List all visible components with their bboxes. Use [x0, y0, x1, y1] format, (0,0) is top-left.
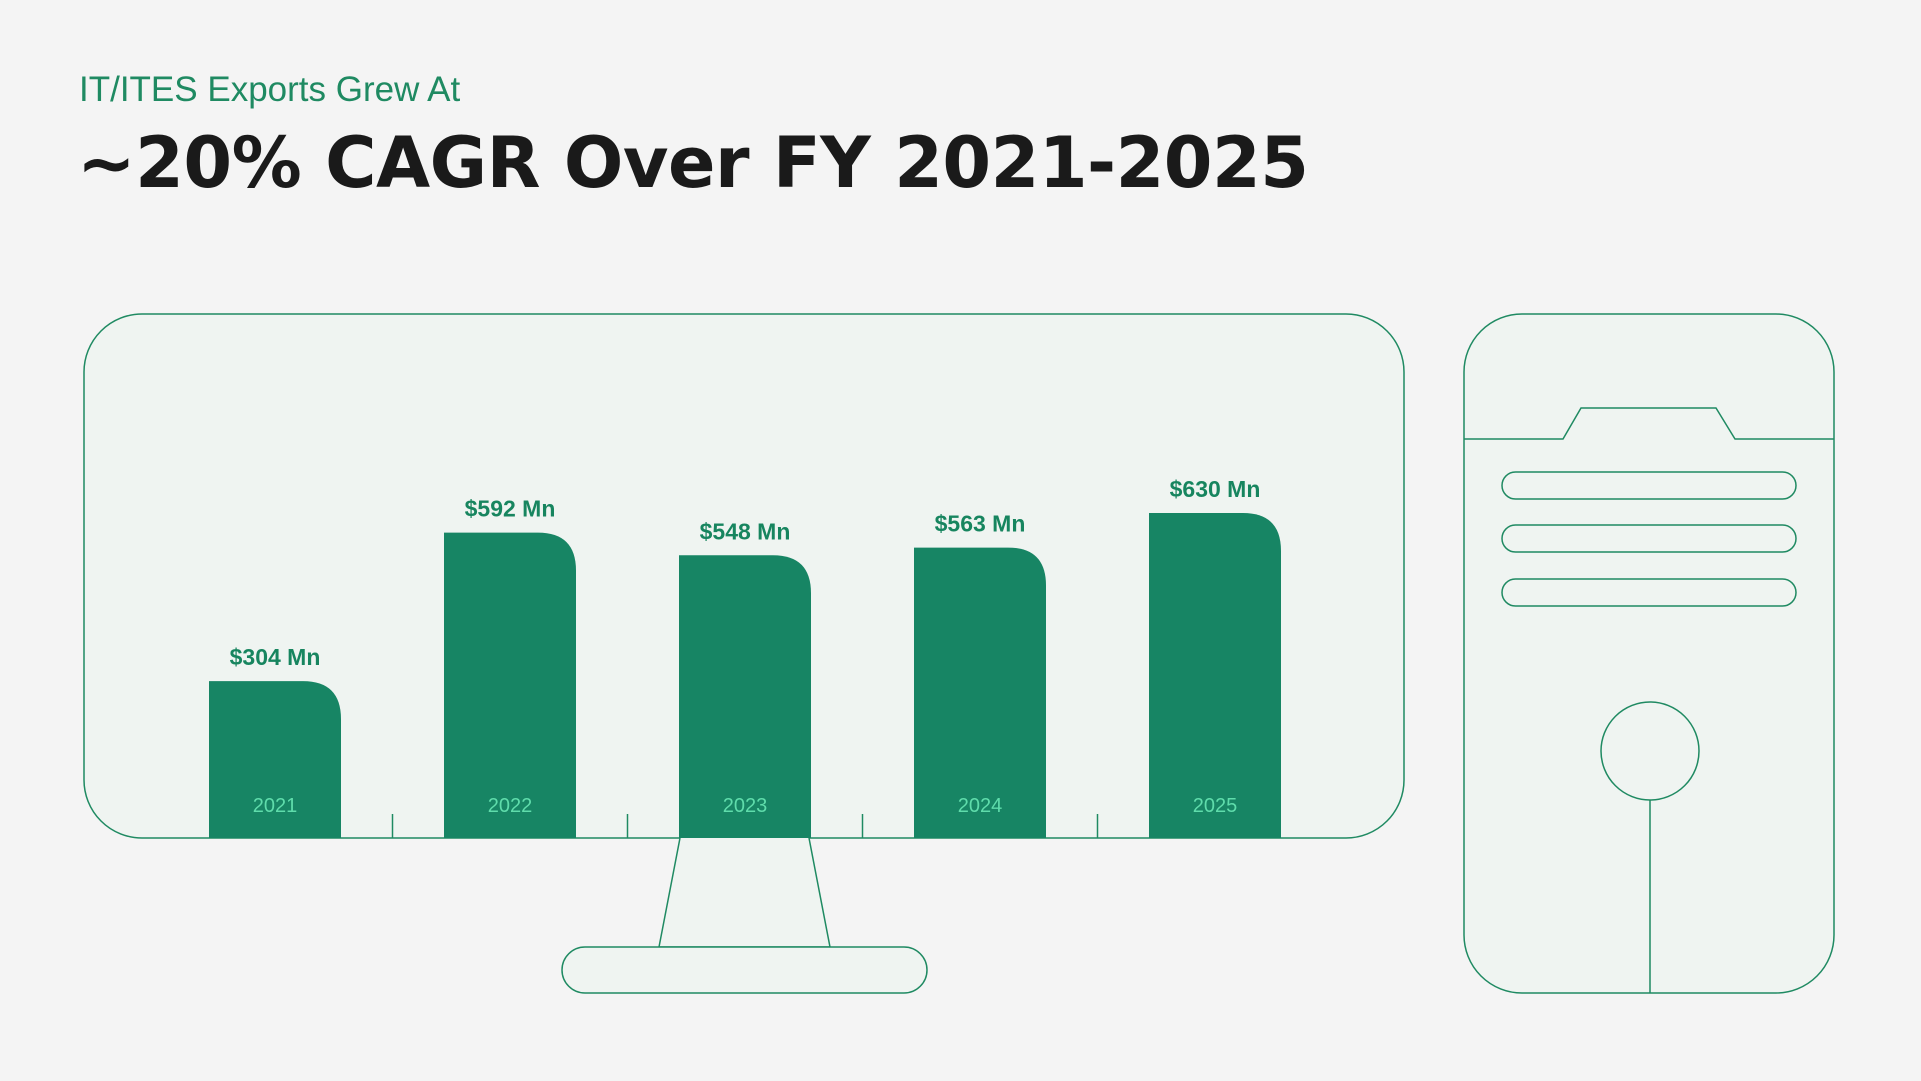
category-label: 2021 — [253, 795, 298, 817]
tower-slot-3 — [1501, 578, 1797, 607]
bar-value-label: $592 Mn — [465, 496, 556, 522]
tower-device — [1463, 313, 1835, 994]
bar-2024 — [914, 547, 1046, 838]
category-label: 2023 — [723, 795, 768, 817]
axis-ticks — [391, 814, 1099, 838]
bar-value-label: $563 Mn — [935, 511, 1026, 537]
bar-series: $304 Mn 2021 $592 Mn 2022 $548 Mn 2023 $563 Mn… — [209, 476, 1281, 838]
bar-2023 — [679, 555, 811, 838]
tower-slot-1 — [1501, 471, 1797, 500]
tower-slot-2 — [1501, 524, 1797, 553]
bar-2022 — [444, 532, 576, 838]
bar-value-label: $548 Mn — [700, 518, 791, 544]
category-label: 2024 — [958, 795, 1003, 817]
category-label: 2025 — [1193, 795, 1238, 817]
page-title: ~20% CAGR Over FY 2021-2025 — [77, 122, 1309, 204]
tower-header-line — [1464, 407, 1834, 440]
monitor-neck — [658, 837, 831, 948]
bar-2021 — [209, 681, 341, 838]
bar-2025 — [1149, 513, 1281, 838]
bar-value-label: $304 Mn — [230, 644, 321, 670]
subtitle: IT/ITES Exports Grew At — [79, 70, 461, 109]
bar-value-label: $630 Mn — [1170, 476, 1261, 502]
monitor-base — [561, 946, 928, 994]
tower-body — [1463, 313, 1835, 994]
category-label: 2022 — [488, 795, 533, 817]
